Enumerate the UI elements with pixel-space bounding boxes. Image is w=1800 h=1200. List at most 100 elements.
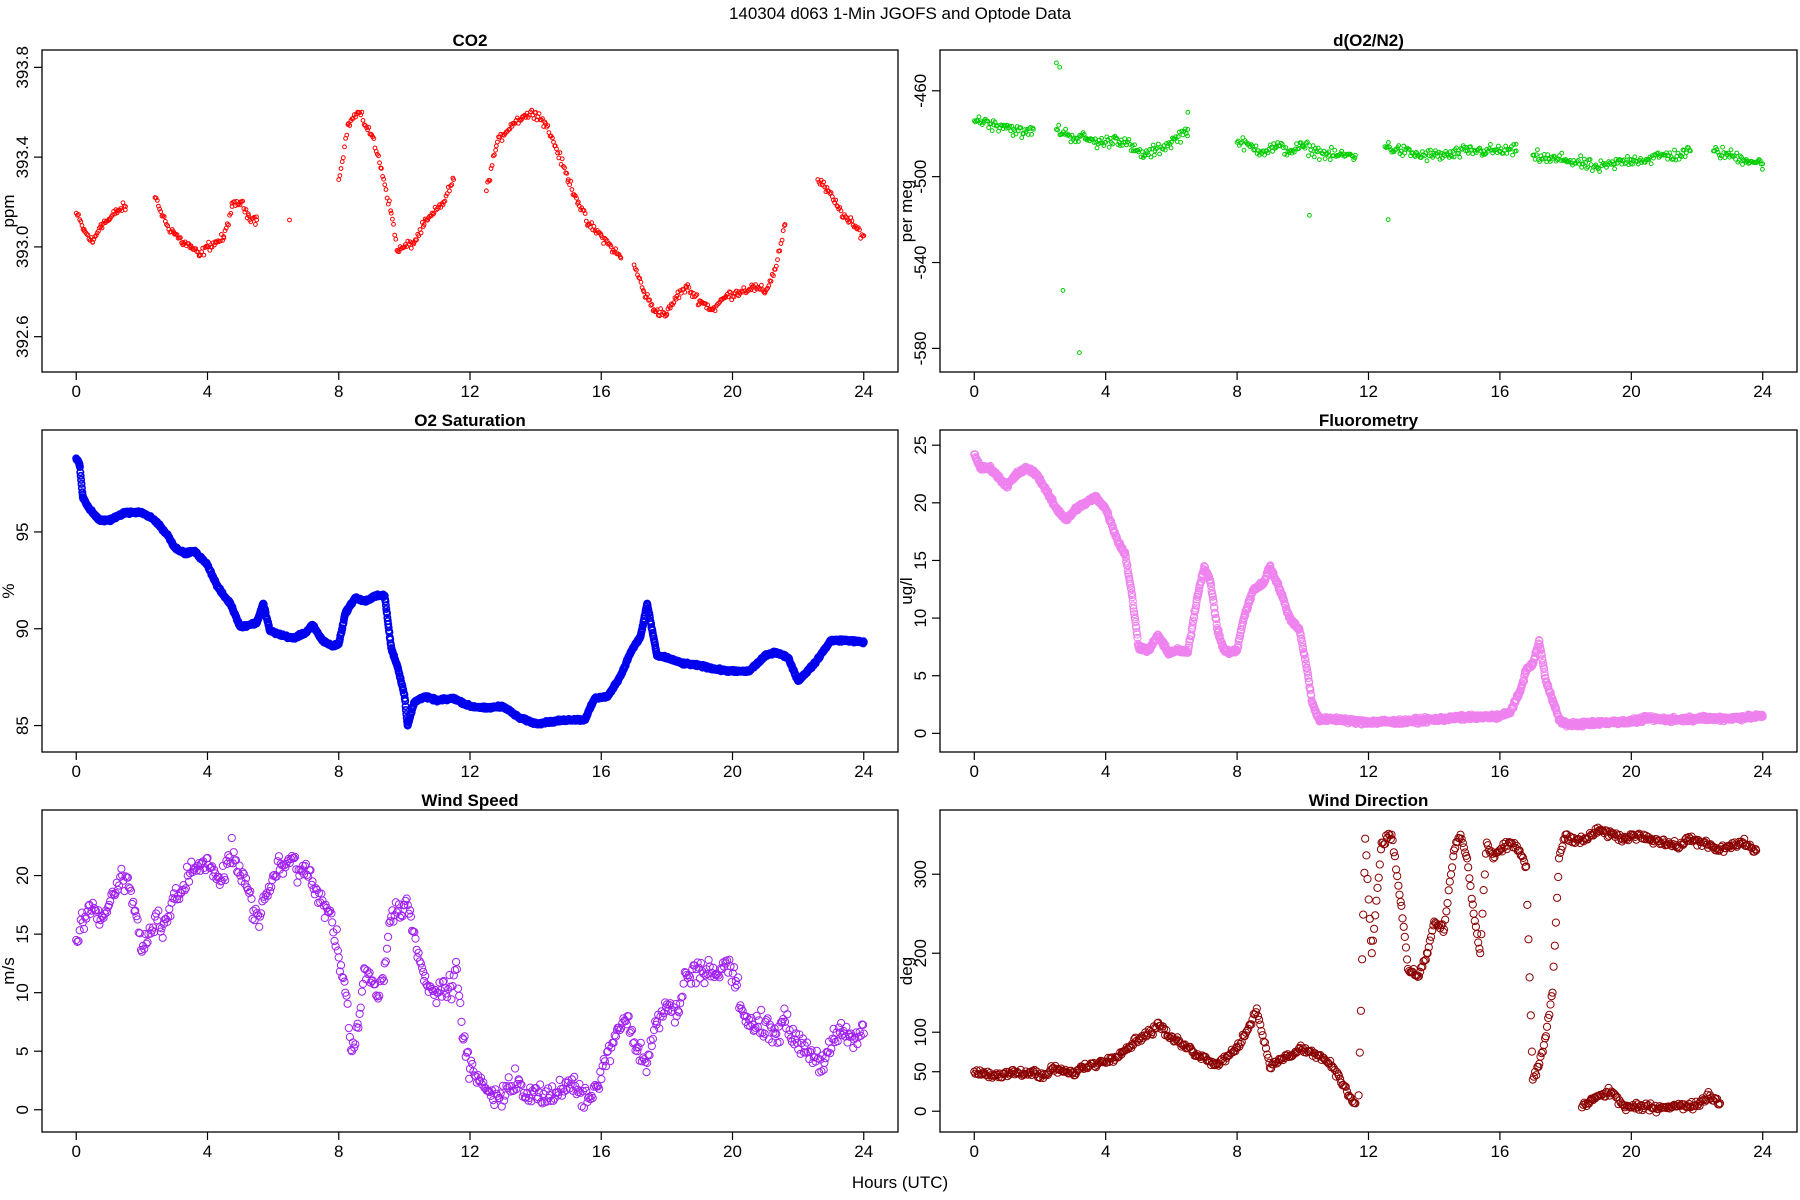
data-point [1193, 592, 1202, 601]
data-point [1131, 617, 1140, 627]
data-point [1352, 155, 1358, 161]
data-point [390, 216, 395, 222]
data-point [1612, 166, 1617, 172]
data-point [1322, 156, 1328, 162]
data-point [490, 153, 496, 159]
data-point [1009, 123, 1015, 129]
data-point [1300, 650, 1309, 660]
data-point [1147, 147, 1153, 152]
x-tick-label: 24 [854, 382, 873, 401]
data-point [693, 293, 699, 299]
data-point [1297, 634, 1306, 643]
data-point [849, 218, 855, 224]
data-point [658, 306, 663, 312]
data-point [1282, 151, 1287, 157]
data-point [114, 210, 120, 216]
data-point [525, 115, 531, 120]
data-point [1661, 152, 1667, 158]
data-point [1531, 152, 1537, 158]
data-point [1277, 589, 1286, 599]
data-point [1672, 147, 1677, 153]
data-point [572, 193, 578, 199]
data-point [447, 188, 452, 194]
data-point [365, 127, 371, 133]
data-point [1332, 147, 1338, 153]
data-point [1338, 151, 1343, 157]
data-point [493, 143, 499, 149]
data-point [381, 176, 387, 182]
data-point [1454, 145, 1459, 151]
data-point [1013, 131, 1019, 137]
data-point [382, 182, 388, 188]
data-point [1249, 142, 1254, 148]
data-point [1387, 144, 1392, 150]
data-point [384, 195, 390, 201]
data-point [1435, 154, 1441, 159]
data-point [507, 126, 513, 132]
data-point [1056, 122, 1062, 128]
data-point [1127, 585, 1136, 594]
data-point [1737, 153, 1743, 159]
data-point [499, 138, 505, 144]
data-point [1303, 668, 1312, 677]
data-point [79, 223, 85, 228]
data-point [408, 245, 414, 251]
data-point [1632, 154, 1638, 160]
data-point [245, 211, 251, 217]
data-point [1599, 163, 1605, 169]
data-point [1398, 148, 1404, 154]
data-point [1715, 149, 1721, 155]
data-point [1246, 594, 1255, 604]
data-point [1726, 150, 1731, 156]
data-point [1115, 142, 1121, 147]
data-point [1304, 674, 1313, 683]
data-point [1270, 148, 1275, 154]
data-point [75, 462, 84, 471]
y-tick-label: -460 [911, 74, 930, 108]
data-point [253, 222, 258, 227]
data-point [449, 182, 455, 188]
data-point [1068, 139, 1074, 145]
data-point [731, 294, 737, 300]
data-point [1321, 148, 1327, 154]
data-point [1148, 154, 1154, 160]
data-point [1490, 150, 1496, 156]
data-point [1189, 616, 1198, 625]
data-point [359, 109, 365, 115]
data-point [100, 221, 106, 226]
y-axis-label: per meg [897, 180, 916, 242]
data-point [1233, 643, 1243, 652]
data-point [240, 198, 246, 204]
data-point [1157, 151, 1162, 157]
data-point [1494, 150, 1500, 156]
data-point [712, 308, 718, 314]
data-point [414, 237, 419, 243]
data-point [1183, 131, 1189, 136]
data-point [76, 468, 85, 477]
data-point [613, 246, 619, 252]
data-point [1687, 147, 1693, 153]
data-point [153, 195, 159, 201]
data-point [1407, 147, 1412, 152]
data-point [442, 198, 448, 204]
data-point [158, 209, 164, 215]
data-point [91, 236, 97, 242]
data-point [1301, 655, 1310, 664]
data-point [1547, 159, 1553, 164]
data-point [1274, 579, 1283, 588]
data-point [564, 171, 570, 176]
panel-title: d(O2/N2) [1333, 31, 1404, 50]
data-point [1168, 145, 1174, 151]
data-point [251, 214, 257, 220]
data-point [857, 227, 862, 233]
data-point [766, 283, 772, 289]
data-point [988, 121, 994, 127]
data-point [222, 228, 228, 234]
data-point [1213, 624, 1222, 633]
data-point [725, 294, 731, 300]
data-point [1200, 563, 1210, 572]
data-point [647, 297, 653, 303]
